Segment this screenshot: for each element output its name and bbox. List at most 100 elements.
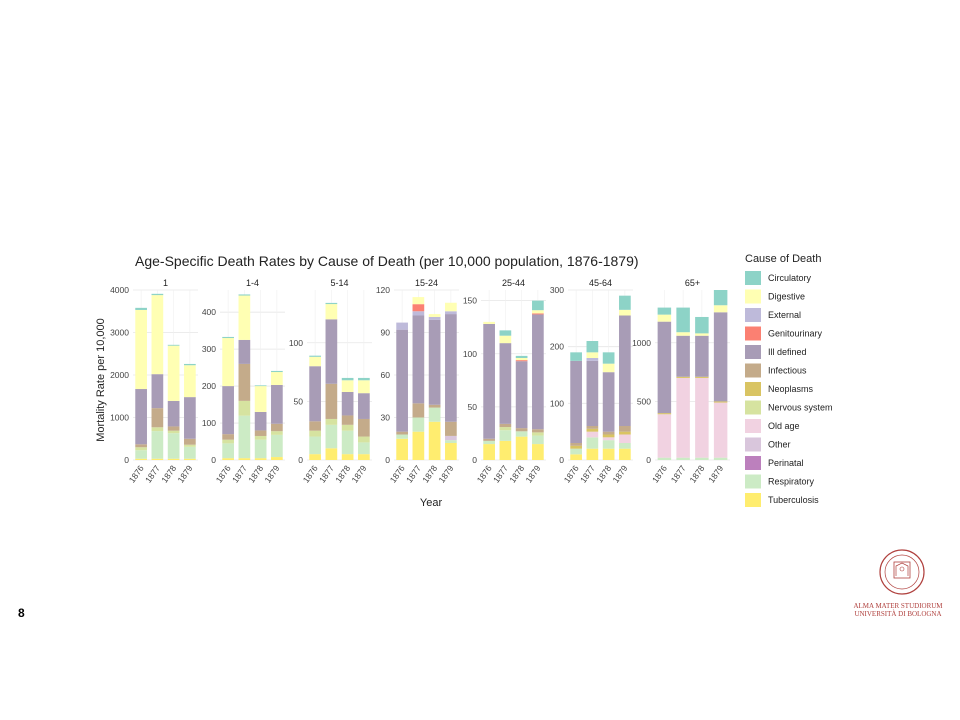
bar-segment-infectious — [570, 443, 582, 446]
x-tick-label: 1878 — [687, 463, 706, 484]
x-tick-label: 1878 — [333, 463, 352, 484]
y-tick-label: 0 — [646, 455, 651, 465]
legend-swatch — [745, 456, 761, 470]
bar-segment-external — [412, 311, 425, 316]
x-axis-label: Year — [420, 497, 443, 509]
bar-segment-infectious — [532, 429, 544, 433]
bar-segment-digestive — [713, 305, 728, 313]
legend-swatch — [745, 308, 761, 322]
bar-segment-digestive — [602, 363, 615, 373]
bar-segment-circulatory — [358, 377, 370, 381]
bar-segment-respiratory — [396, 434, 408, 439]
bar-segment-ill-defined — [713, 312, 728, 402]
legend-label: Circulatory — [768, 273, 812, 283]
x-tick-label: 1878 — [594, 463, 613, 484]
x-tick-label: 1876 — [562, 463, 581, 484]
bar-segment-neoplasms — [619, 431, 631, 435]
y-tick-label: 3000 — [110, 328, 129, 338]
bar-segment-circulatory — [515, 355, 528, 358]
bar-segment-tuberculosis — [238, 458, 251, 460]
bar-segment-old-age — [657, 414, 672, 458]
x-tick-label: 1877 — [578, 463, 597, 484]
bar-segment-nervous-system — [151, 427, 164, 432]
y-tick-label: 300 — [550, 285, 564, 295]
bar-segment-ill-defined — [483, 324, 495, 439]
bar-segment-respiratory — [515, 431, 528, 437]
legend-label: Perinatal — [768, 458, 804, 468]
university-name: ALMA MATER STUDIORUM UNIVERSITÀ DI BOLOG… — [850, 602, 946, 618]
legend-swatch — [745, 400, 761, 415]
legend-swatch — [745, 363, 761, 378]
bar-segment-tuberculosis — [445, 443, 457, 460]
bar-segment-digestive — [358, 380, 370, 394]
bar-segment-respiratory — [412, 417, 425, 432]
bar-segment-ill-defined — [238, 339, 251, 364]
bar-segment-respiratory — [713, 457, 728, 460]
bar-segment-infectious — [396, 431, 408, 435]
bar-segment-digestive — [657, 314, 672, 322]
bar-segment-respiratory — [445, 440, 457, 443]
bar-segment-ill-defined — [151, 374, 164, 409]
bar-segment-respiratory — [657, 457, 672, 460]
bar-segment-neoplasms — [676, 376, 690, 378]
bar-segment-tuberculosis — [271, 457, 283, 460]
bar-segment-nervous-system — [271, 431, 283, 435]
bar-segment-ill-defined — [428, 319, 441, 405]
bar-segment-ill-defined — [532, 314, 544, 430]
bar-segment-ill-defined — [445, 314, 457, 422]
bar-segment-ill-defined — [222, 386, 234, 435]
bar-segment-digestive — [412, 297, 425, 305]
bar-segment-ill-defined — [619, 315, 631, 426]
bar-segment-tuberculosis — [619, 448, 631, 460]
panel-label: 5-14 — [330, 278, 348, 288]
bar-segment-respiratory — [428, 407, 441, 422]
bar-segment-circulatory — [532, 300, 544, 311]
panel-label: 1-4 — [246, 278, 259, 288]
bar-segment-infectious — [222, 434, 234, 440]
bar-segment-old-age — [619, 434, 631, 443]
bar-segment-digestive — [238, 295, 251, 340]
bar-segment-ill-defined — [325, 319, 338, 384]
bar-segment-digestive — [271, 372, 283, 385]
bar-segment-infectious — [483, 438, 495, 441]
bar-segment-ill-defined — [602, 372, 615, 432]
x-tick-label: 1876 — [127, 463, 146, 484]
y-tick-label: 400 — [202, 307, 216, 317]
x-tick-label: 1876 — [301, 463, 320, 484]
bar-segment-neoplasms — [657, 413, 672, 415]
bar-segment-ill-defined — [358, 393, 370, 419]
bar-segment-ill-defined — [254, 411, 267, 431]
bar-segment-infectious — [515, 428, 528, 432]
chart-panels: 10100020003000400018761877187818791-4010… — [110, 278, 730, 485]
bar-segment-digestive — [499, 335, 512, 344]
legend-label: External — [768, 310, 801, 320]
page-number: 8 — [18, 606, 25, 620]
legend-swatch — [745, 437, 761, 452]
bar-segment-infectious — [445, 421, 457, 436]
bar-segment-infectious — [325, 383, 338, 419]
bar-segment-tuberculosis — [309, 454, 321, 460]
bar-segment-infectious — [499, 423, 512, 428]
bar-segment-circulatory — [341, 377, 354, 381]
bar-segment-infectious — [271, 423, 283, 432]
bar-segment-nervous-system — [341, 424, 354, 431]
bar-segment-nervous-system — [222, 439, 234, 444]
x-tick-label: 1878 — [159, 463, 178, 484]
x-tick-label: 1877 — [404, 463, 423, 484]
x-tick-label: 1878 — [246, 463, 265, 484]
y-tick-label: 90 — [381, 328, 391, 338]
bar-segment-infectious — [238, 363, 251, 401]
bar-segment-respiratory — [483, 440, 495, 445]
x-tick-label: 1877 — [230, 463, 249, 484]
bar-segment-tuberculosis — [325, 448, 338, 460]
bar-segment-genitourinary — [412, 304, 425, 312]
y-tick-label: 200 — [202, 381, 216, 391]
bar-segment-tuberculosis — [254, 458, 267, 460]
x-tick-label: 1879 — [610, 463, 629, 484]
panel-label: 65+ — [685, 278, 700, 288]
